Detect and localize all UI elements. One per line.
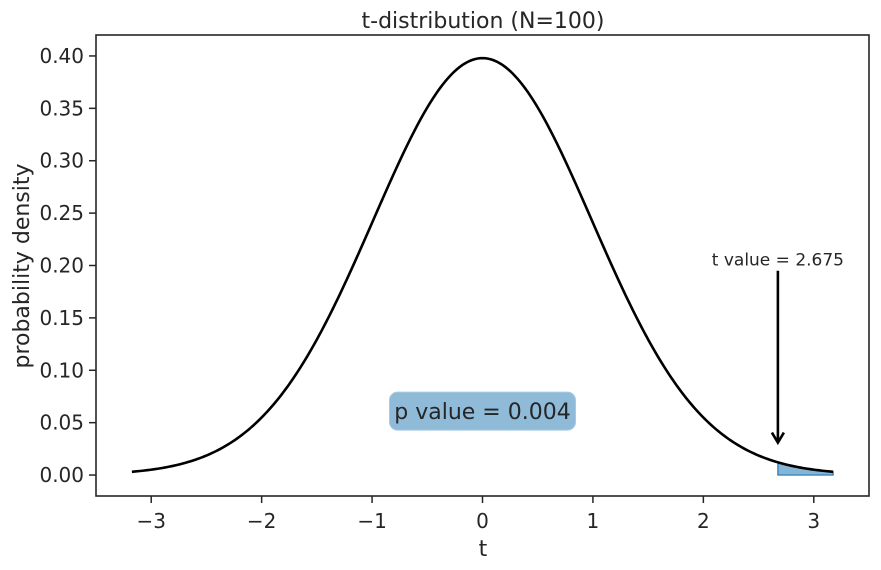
y-axis: 0.00 0.05 0.10 0.15 0.20 0.25 0.30 0.35 0.40: [39, 44, 96, 487]
x-tick-label: 0: [476, 509, 489, 533]
p-value-label: p value = 0.004: [394, 400, 570, 425]
y-tick-label: 0.25: [39, 201, 84, 225]
x-axis: −3 −2 −1 0 1 2 3: [136, 496, 820, 533]
x-tick-label: 2: [697, 509, 710, 533]
y-tick-label: 0.30: [39, 149, 84, 173]
y-axis-title: probability density: [10, 163, 35, 368]
p-value-box: [389, 391, 576, 431]
y-tick-label: 0.00: [39, 463, 84, 487]
y-tick-label: 0.35: [39, 96, 84, 120]
x-tick-label: −3: [136, 509, 165, 533]
curve-layer: [131, 56, 834, 474]
y-tick-label: 0.10: [39, 358, 84, 382]
chart-title: t-distribution (N=100): [362, 9, 605, 34]
x-tick-label: 1: [587, 509, 600, 533]
t-value-label: t value = 2.675: [712, 251, 844, 271]
y-tick-label: 0.05: [39, 411, 84, 435]
x-axis-title: t: [479, 537, 488, 562]
annotation-layer: t value = 2.675 p value = 0.004: [389, 251, 844, 446]
density-curve: [131, 56, 834, 474]
y-tick-label: 0.15: [39, 306, 84, 330]
x-tick-label: −1: [357, 509, 386, 533]
y-tick-label: 0.20: [39, 254, 84, 278]
x-tick-label: −2: [247, 509, 276, 533]
arrow-head: [770, 431, 786, 446]
y-tick-label: 0.40: [39, 44, 84, 68]
x-tick-label: 3: [807, 509, 820, 533]
